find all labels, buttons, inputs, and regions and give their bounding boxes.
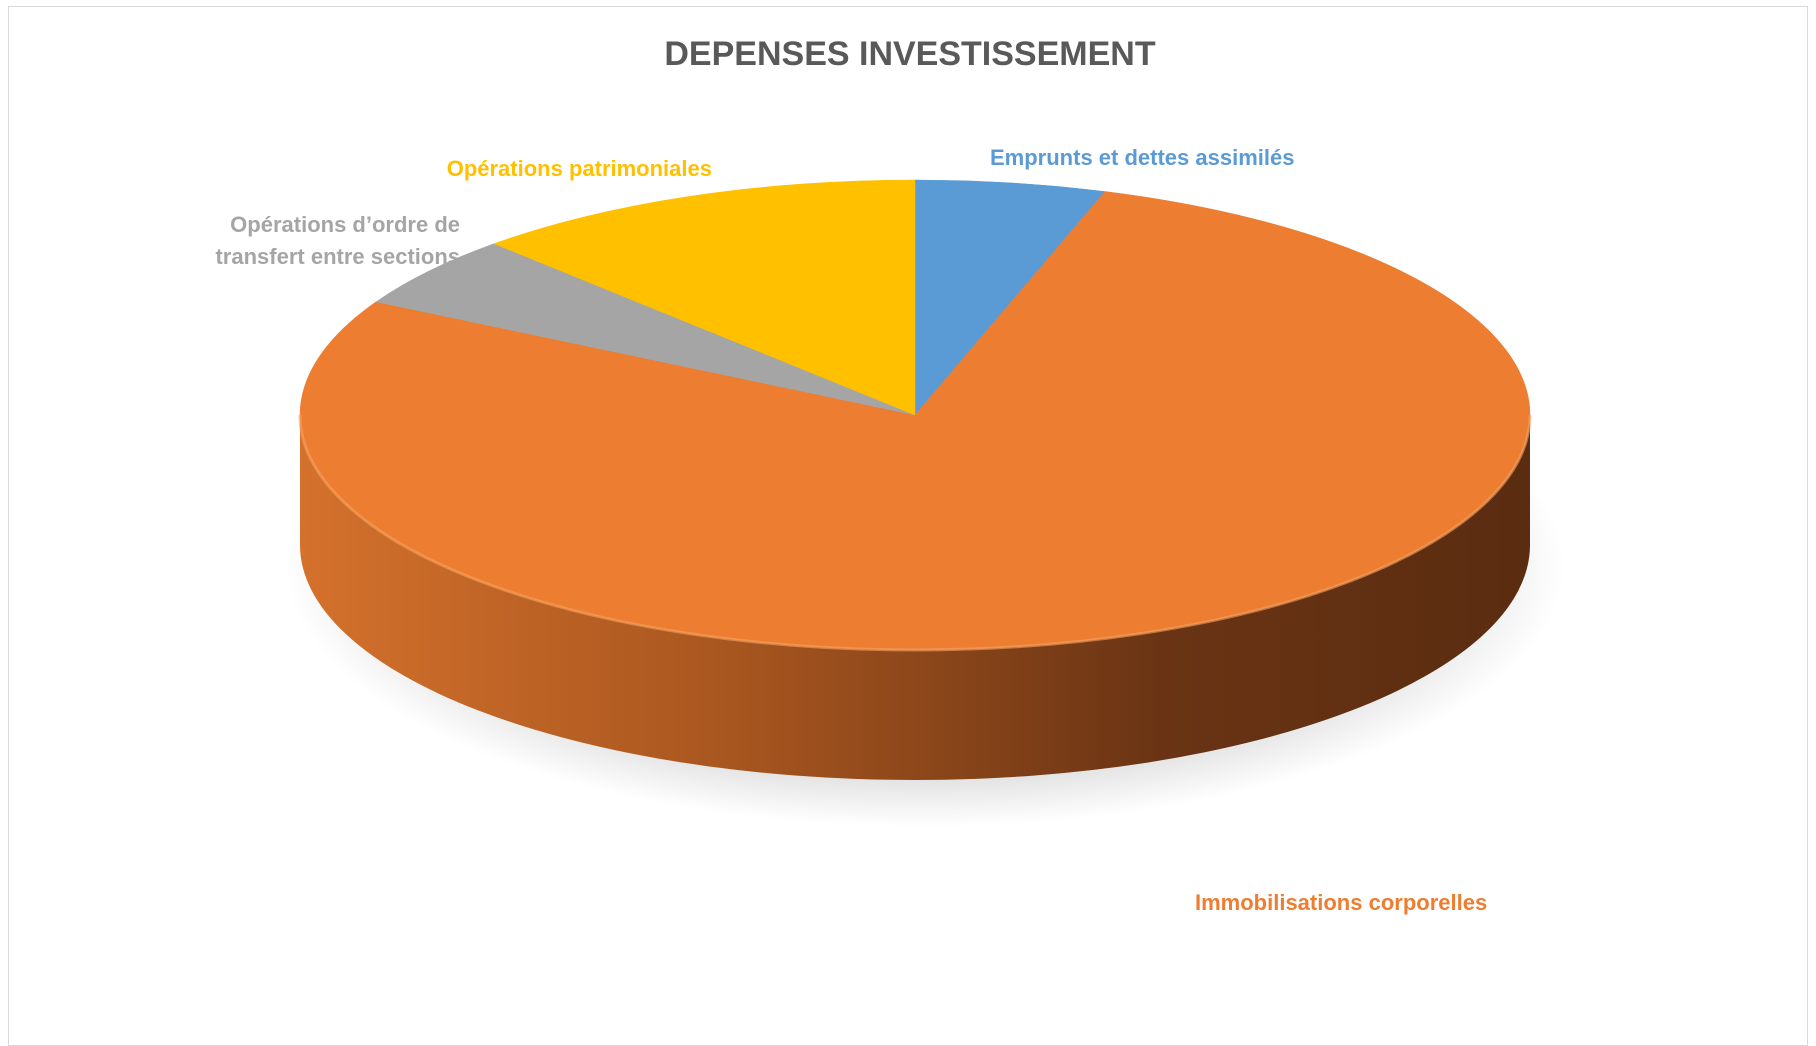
pie-slice-2 [375, 243, 916, 416]
slice-label-1: Immobilisations corporelles [1195, 890, 1487, 915]
slice-label-2: Opérations d’ordre de transfert entre sec… [215, 212, 460, 269]
slice-label-3: Opérations patrimoniales [447, 156, 712, 181]
slice-label-0: Emprunts et dettes assimilés [990, 145, 1294, 170]
pie-chart: DEPENSES INVESTISSEMENT Emprunts et dett… [215, 35, 1565, 915]
pie-side-wall [300, 415, 1530, 780]
label-layer: Emprunts et dettes assimilés Immobilisati… [215, 145, 1487, 915]
pie-slice-3 [493, 179, 916, 416]
chart-title: DEPENSES INVESTISSEMENT [664, 35, 1155, 73]
pie-rim-highlight [298, 414, 1532, 652]
pie-layer [285, 179, 1565, 827]
pie-slice-0 [914, 179, 1106, 416]
